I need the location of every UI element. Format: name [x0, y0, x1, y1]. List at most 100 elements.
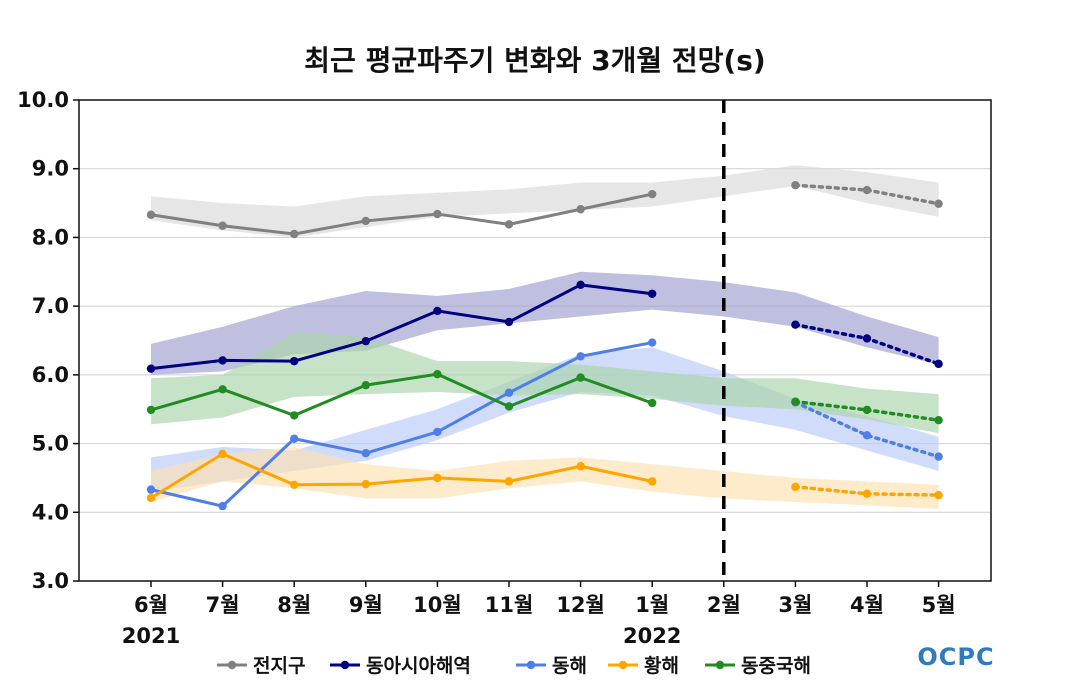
plot-frame: [78, 99, 992, 582]
point-동중국해: [576, 373, 585, 382]
point-전지구: [290, 229, 299, 239]
legend: 전지구 동아시아해역 동해 황해 동중국해: [217, 654, 811, 677]
y-tick-label: 6.0: [32, 363, 69, 387]
band-전지구: [151, 165, 939, 238]
point-동중국해: [218, 385, 227, 394]
legend-marker-동해: [526, 660, 536, 670]
point-동아시아해역: [218, 356, 227, 365]
forecast-point-전지구: [862, 185, 872, 195]
x-tick-label: 2월: [707, 593, 741, 617]
y-tick-label: 5.0: [32, 432, 69, 456]
point-동아시아해역: [504, 317, 514, 327]
line-동아시아해역: [150, 283, 653, 371]
line-동중국해: [150, 372, 653, 417]
point-황해: [290, 480, 299, 489]
x-tick-label: 4월: [850, 593, 884, 617]
point-동해: [433, 427, 442, 437]
legend-marker-황해: [618, 660, 628, 670]
x-tick-label: 12월: [556, 593, 605, 617]
point-동해: [576, 352, 585, 361]
forecast-point-동중국해: [934, 416, 943, 425]
y-tick-label: 9.0: [32, 157, 69, 181]
x-tick-label: 8월: [277, 593, 311, 617]
point-전지구: [576, 205, 585, 214]
y-tick-label: 3.0: [32, 569, 69, 593]
forecast-point-동아시아해역: [934, 359, 943, 369]
point-황해: [361, 479, 370, 489]
point-전지구: [218, 221, 227, 230]
x-year-label: 2021: [122, 624, 180, 648]
legend-label-동해: 동해: [552, 655, 587, 677]
legend-label-동아시아해역: 동아시아해역: [366, 655, 471, 677]
point-동아시아해역: [433, 306, 442, 316]
band-동중국해: [151, 332, 939, 434]
legend-label-황해: 황해: [644, 654, 679, 677]
point-동중국해: [361, 380, 370, 390]
point-동아시아해역: [146, 364, 156, 373]
point-동아시아해역: [361, 336, 370, 346]
ocpc-logo: OCPC: [917, 643, 994, 671]
point-동중국해: [290, 411, 299, 420]
point-황해: [504, 477, 514, 486]
x-tick-label: 1월: [635, 593, 669, 617]
point-전지구: [146, 210, 156, 219]
point-전지구: [648, 189, 657, 199]
uncertainty-bands: [151, 165, 939, 509]
forecast-point-동아시아해역: [862, 334, 872, 343]
point-황해: [648, 477, 657, 486]
forecast-point-동중국해: [791, 397, 800, 406]
point-황해: [146, 493, 156, 503]
y-tick-label: 7.0: [32, 294, 69, 318]
point-동해: [146, 485, 156, 494]
legend-marker-동아시아해역: [340, 660, 350, 670]
point-동해: [290, 434, 299, 443]
forecast-point-동해: [934, 452, 943, 461]
point-동아시아해역: [290, 356, 299, 366]
point-동중국해: [433, 369, 442, 379]
forecast-point-전지구: [934, 199, 943, 208]
x-year-label: 2022: [623, 624, 681, 648]
x-tick-label: 6월: [134, 593, 168, 617]
forecast-point-전지구: [791, 181, 800, 190]
point-동아시아해역: [648, 289, 657, 298]
y-tick-label: 10.0: [17, 88, 69, 112]
point-전지구: [361, 216, 370, 226]
forecast-point-황해: [934, 490, 943, 500]
x-tick-label: 7월: [206, 593, 240, 617]
point-황해: [218, 449, 227, 459]
series-lines: [146, 181, 943, 511]
y-tick-label: 8.0: [32, 225, 69, 249]
legend-marker-동중국해: [715, 660, 725, 670]
point-동해: [361, 448, 370, 458]
forecast-point-황해: [791, 482, 800, 492]
point-동중국해: [504, 402, 514, 411]
forecast-point-동해: [862, 431, 872, 440]
forecast-point-동중국해: [862, 405, 872, 415]
x-tick-label: 3월: [778, 593, 812, 617]
chart-title: 최근 평균파주기 변화와 3개월 전망(s): [304, 44, 765, 77]
x-tick-label: 11월: [485, 593, 534, 617]
forecast-point-황해: [862, 489, 872, 498]
point-동중국해: [146, 405, 156, 415]
line-전지구: [150, 192, 653, 236]
legend-marker-전지구: [227, 660, 237, 670]
y-tick-label: 4.0: [32, 500, 69, 524]
legend-label-전지구: 전지구: [253, 655, 305, 677]
x-tick-label: 10월: [413, 593, 462, 617]
point-황해: [576, 462, 585, 471]
forecast-point-동아시아해역: [791, 320, 800, 329]
point-동해: [504, 388, 514, 397]
point-황해: [433, 473, 442, 483]
x-tick-label: 5월: [922, 593, 956, 617]
point-동해: [218, 501, 227, 511]
point-동아시아해역: [576, 280, 585, 290]
point-전지구: [433, 209, 442, 219]
x-tick-label: 9월: [349, 593, 383, 617]
ocpc-logo-text: OCPC: [917, 643, 994, 671]
legend-label-동중국해: 동중국해: [741, 655, 811, 677]
point-전지구: [504, 220, 514, 229]
axis-ticks: 3.0 4.0 5.0 6.0 7.0 8.0 9.0 10.0 6월 7월 8월 9월 10월 11월 1…: [17, 88, 955, 648]
point-동해: [648, 338, 657, 347]
point-동중국해: [648, 398, 657, 408]
